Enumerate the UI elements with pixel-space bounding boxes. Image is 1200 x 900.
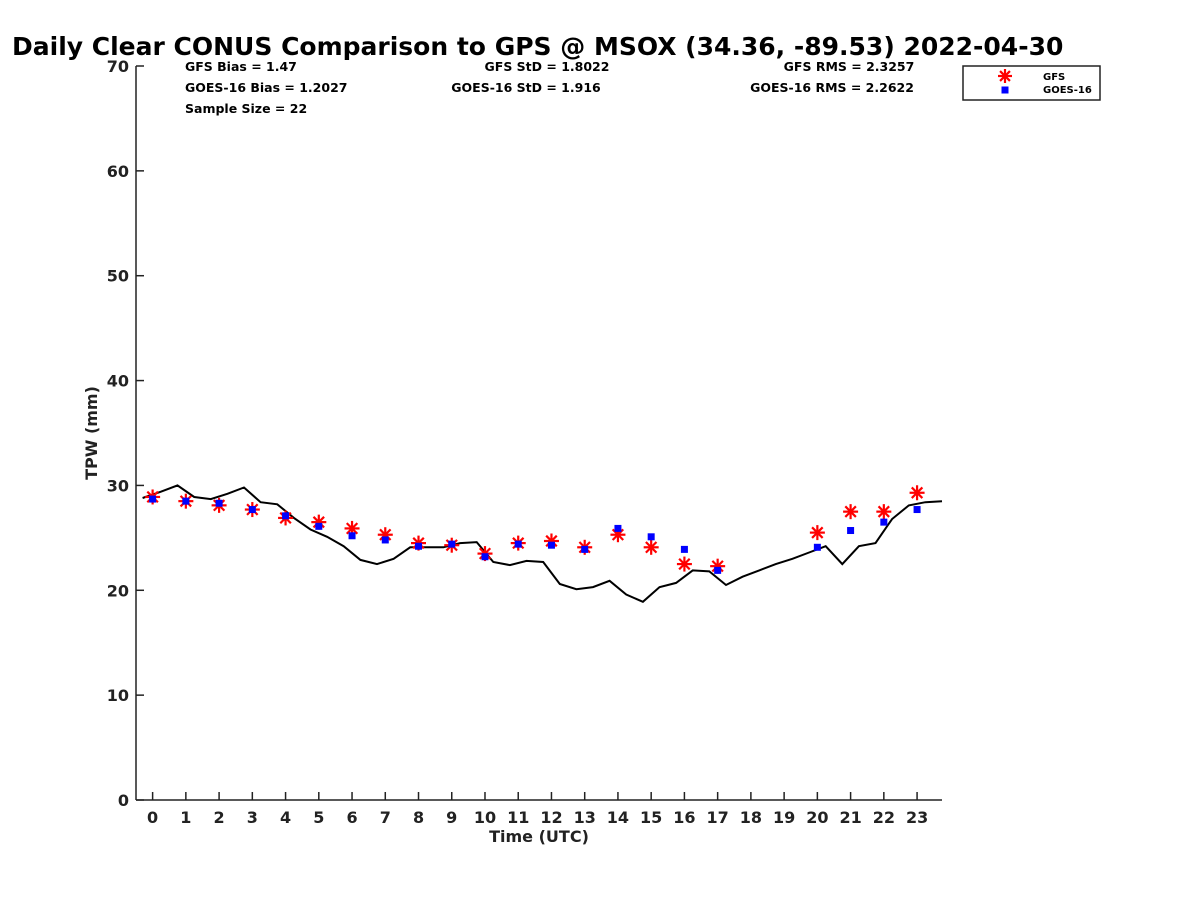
asterisk-stroke [999, 70, 1011, 82]
x-tick-label: 11 [507, 808, 529, 827]
x-tick-label: 10 [474, 808, 496, 827]
x-tick-label: 16 [673, 808, 695, 827]
goes16-point [315, 522, 323, 530]
x-tick-label: 0 [147, 808, 158, 827]
y-tick-label: 10 [107, 686, 129, 705]
asterisk-stroke [811, 526, 824, 539]
goes16-point [647, 533, 655, 541]
goes16-point [282, 512, 290, 520]
goes16-point [813, 543, 821, 551]
goes16-point [614, 524, 622, 532]
gps-tpw-line [142, 484, 943, 603]
x-tick-label: 13 [574, 808, 596, 827]
goes16-point [547, 541, 555, 549]
gfs-point [643, 539, 659, 555]
stat-goes-std: GOES-16 StD = 1.916 [451, 80, 601, 95]
x-tick-label: 14 [607, 808, 629, 827]
asterisk-stroke [545, 534, 558, 548]
y-tick-label: 50 [107, 267, 129, 286]
goes16-point [348, 532, 356, 540]
asterisk-stroke [379, 528, 392, 541]
x-tick-label: 4 [280, 808, 291, 827]
legend: GFS GOES-16 [962, 65, 1101, 101]
gfs-point [344, 520, 360, 536]
goes16-point [913, 506, 921, 514]
x-tick-label: 9 [446, 808, 457, 827]
stat-gfs-std: GFS StD = 1.8022 [485, 59, 610, 74]
gfs-point [909, 485, 925, 501]
goes16-point [149, 495, 157, 503]
stat-goes-bias: GOES-16 Bias = 1.2027 [185, 80, 347, 95]
x-tick-label: 6 [346, 808, 357, 827]
asterisk-stroke [678, 557, 691, 571]
legend-gfs-label: GFS [1043, 72, 1065, 83]
x-tick-label: 18 [740, 808, 762, 827]
goes16-point [248, 506, 256, 514]
asterisk-stroke [645, 541, 658, 554]
goes16-point [415, 542, 423, 550]
y-tick-label: 70 [107, 57, 129, 76]
gfs-point [843, 504, 859, 520]
x-tick-label: 12 [540, 808, 562, 827]
y-tick-label: 60 [107, 162, 129, 181]
goes16-point [847, 527, 855, 535]
gfs-markers [145, 485, 925, 574]
goes16-point [448, 540, 456, 548]
y-tick-label: 30 [107, 476, 129, 495]
goes16-point [514, 540, 522, 548]
goes16-point [581, 545, 589, 553]
stat-gfs-bias: GFS Bias = 1.47 [185, 59, 297, 74]
statistics-annotations: GFS Bias = 1.47 GFS StD = 1.8022 GFS RMS =… [185, 59, 914, 116]
legend-goes16-label: GOES-16 [1043, 85, 1092, 96]
x-tick-label: 7 [380, 808, 391, 827]
x-tick-label: 21 [839, 808, 861, 827]
stat-goes-rms: GOES-16 RMS = 2.2622 [750, 80, 914, 95]
x-tick-label: 17 [707, 808, 729, 827]
x-axis-label: Time (UTC) [489, 827, 589, 846]
x-tick-label: 8 [413, 808, 424, 827]
goes16-point [215, 499, 223, 507]
goes16-point [880, 518, 888, 526]
x-tick-label: 19 [773, 808, 795, 827]
asterisk-stroke [312, 516, 325, 529]
asterisk-stroke [345, 522, 359, 535]
asterisk-stroke [711, 560, 724, 573]
asterisk-stroke [910, 486, 924, 499]
stat-gfs-rms: GFS RMS = 2.3257 [784, 59, 915, 74]
legend-box [962, 65, 1101, 101]
y-tick-label: 0 [118, 791, 129, 810]
goes16-point [381, 536, 389, 544]
gfs-point [676, 556, 692, 572]
goes16-point [182, 497, 190, 505]
y-axis-label: TPW (mm) [82, 386, 101, 480]
goes16-point [714, 566, 722, 574]
chart-title: Daily Clear CONUS Comparison to GPS @ MS… [12, 32, 1063, 61]
x-tick-label: 23 [906, 808, 928, 827]
x-tick-label: 15 [640, 808, 662, 827]
gps-line-layer [142, 484, 943, 603]
y-tick-label: 20 [107, 581, 129, 600]
x-tick-label: 2 [214, 808, 225, 827]
gfs-point [809, 525, 825, 541]
goes16-markers [149, 495, 921, 574]
y-tick-label: 40 [107, 372, 129, 391]
stat-sample: Sample Size = 22 [185, 101, 307, 116]
x-tick-label: 20 [806, 808, 828, 827]
goes16-point [680, 545, 688, 553]
asterisk-stroke [877, 505, 890, 518]
x-tick-label: 3 [247, 808, 258, 827]
x-tick-label: 22 [873, 808, 895, 827]
goes16-point [481, 553, 489, 561]
x-tick-label: 5 [313, 808, 324, 827]
legend-gfs-marker [998, 69, 1012, 83]
asterisk-stroke [844, 505, 857, 518]
x-tick-label: 1 [180, 808, 191, 827]
gfs-point [876, 504, 892, 520]
asterisk-stroke [611, 528, 625, 541]
legend-goes16-marker [1001, 86, 1009, 94]
